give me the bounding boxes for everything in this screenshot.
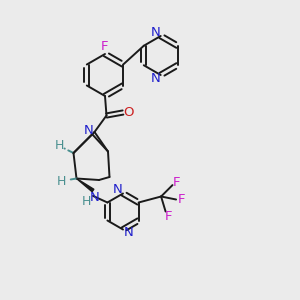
Text: N: N xyxy=(84,124,94,137)
Text: N: N xyxy=(113,183,122,196)
Text: N: N xyxy=(150,26,160,40)
Text: H: H xyxy=(57,175,66,188)
Text: O: O xyxy=(123,106,134,119)
Polygon shape xyxy=(76,178,94,192)
Text: F: F xyxy=(178,193,185,206)
Text: H: H xyxy=(54,139,64,152)
Text: N: N xyxy=(90,190,99,204)
Text: H: H xyxy=(82,195,91,208)
Text: F: F xyxy=(101,40,109,53)
Text: N: N xyxy=(124,226,134,239)
Text: F: F xyxy=(173,176,181,189)
Text: N: N xyxy=(150,71,160,85)
Text: F: F xyxy=(165,210,172,224)
